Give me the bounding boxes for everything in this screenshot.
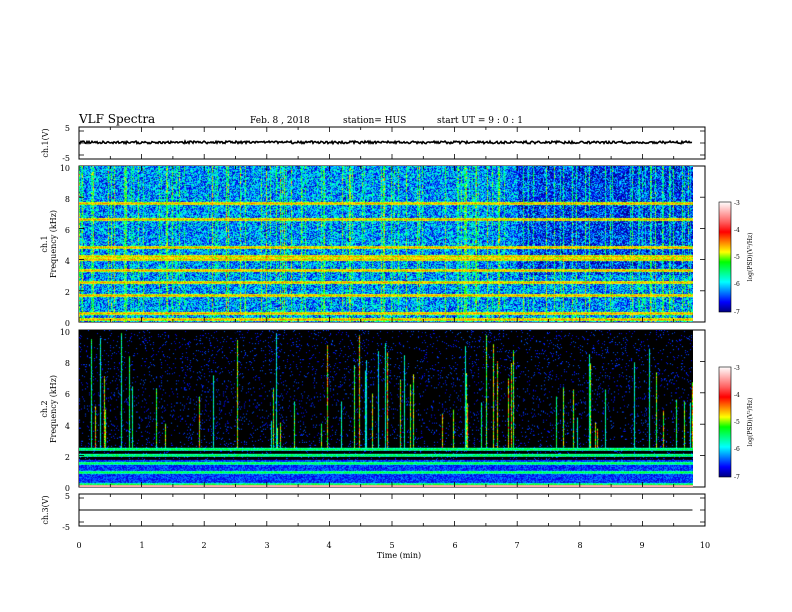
time-tick-5: 5 bbox=[389, 541, 394, 550]
ch1-colorbar-tick-m4: -4 bbox=[734, 227, 740, 234]
ch1-colorbar-tick-m7: -7 bbox=[734, 309, 740, 316]
time-axis-label: Time (min) bbox=[377, 551, 421, 560]
ch1-colorbar-tick-m6: -6 bbox=[734, 281, 740, 288]
time-tick-4: 4 bbox=[326, 541, 331, 550]
ch2-freq-tick-8: 8 bbox=[65, 359, 70, 368]
ch2-spectrogram-image bbox=[79, 330, 693, 487]
ch1-freq-tick-0: 0 bbox=[65, 319, 70, 328]
ch2-freq-tick-6: 6 bbox=[65, 390, 70, 399]
time-tick-8: 8 bbox=[577, 541, 582, 550]
ch3-waveform-ticks bbox=[78, 494, 706, 526]
ch2-colorbar: -3 -4 -5 -6 -7 log(PSD)(V²/Hz) bbox=[718, 365, 754, 481]
ch2-frequency-axis-label: Frequency (kHz) bbox=[49, 375, 58, 443]
time-tick-3: 3 bbox=[264, 541, 269, 550]
header-start-time: start UT = 9 : 0 : 1 bbox=[437, 116, 523, 126]
ch3-waveform-panel: 5 -5 ch.3(V) bbox=[41, 492, 706, 532]
ch1-colorbar-gradient bbox=[718, 201, 732, 313]
ch2-colorbar-tick-m3: -3 bbox=[734, 365, 740, 372]
time-tick-9: 9 bbox=[639, 541, 644, 550]
ch1-spectrogram-panel: 10 8 6 4 2 0 ch.1 Frequency (kHz) bbox=[40, 164, 706, 328]
ch1-freq-tick-2: 2 bbox=[65, 288, 70, 297]
ch1-freq-tick-4: 4 bbox=[65, 257, 70, 266]
ch1-waveform-tick-bottom: -5 bbox=[62, 154, 70, 163]
ch3-waveform-label: ch.3(V) bbox=[41, 495, 50, 524]
ch2-freq-tick-2: 2 bbox=[65, 453, 70, 462]
ch1-colorbar: -3 -4 -5 -6 -7 log(PSD)(V²/Hz) bbox=[718, 200, 754, 316]
ch1-waveform-tick-top: 5 bbox=[65, 124, 70, 133]
ch1-colorbar-tick-m5: -5 bbox=[734, 254, 740, 261]
ch2-colorbar-label: log(PSD)(V²/Hz) bbox=[747, 398, 754, 447]
time-tick-0: 0 bbox=[76, 541, 81, 550]
time-tick-7: 7 bbox=[514, 541, 519, 550]
ch1-colorbar-tick-m3: -3 bbox=[734, 200, 740, 207]
ch2-spectrogram-panel: 10 8 6 4 2 0 ch.2 Frequency (kHz) bbox=[40, 328, 706, 493]
ch2-freq-tick-0: 0 bbox=[65, 484, 70, 493]
ch1-waveform-panel: 5 -5 ch.1(V) bbox=[41, 124, 706, 163]
ch2-freq-tick-4: 4 bbox=[65, 422, 70, 431]
ch1-freq-tick-6: 6 bbox=[65, 226, 70, 235]
ch1-waveform-ticks bbox=[78, 127, 706, 159]
ch2-colorbar-tick-m4: -4 bbox=[734, 392, 740, 399]
ch3-waveform-tick-top: 5 bbox=[65, 492, 70, 501]
ch1-freq-tick-8: 8 bbox=[65, 195, 70, 204]
ch1-freq-tick-10: 10 bbox=[60, 164, 70, 173]
ch2-colorbar-tick-m5: -5 bbox=[734, 419, 740, 426]
ch1-colorbar-label: log(PSD)(V²/Hz) bbox=[747, 233, 754, 282]
ch2-colorbar-tick-m7: -7 bbox=[734, 474, 740, 481]
ch2-channel-label: ch.2 bbox=[40, 400, 49, 417]
time-tick-1: 1 bbox=[139, 541, 144, 550]
ch1-channel-label: ch.1 bbox=[40, 235, 49, 252]
ch2-colorbar-gradient bbox=[718, 366, 732, 478]
ch1-spectrogram-ticks bbox=[78, 166, 706, 322]
time-tick-10: 10 bbox=[700, 541, 710, 550]
ch1-frequency-axis-label: Frequency (kHz) bbox=[49, 210, 58, 278]
ch1-waveform-label: ch.1(V) bbox=[41, 128, 50, 157]
time-axis: 0 1 2 3 4 5 6 7 8 9 10 Time (min) bbox=[76, 541, 710, 560]
header-station: station= HUS bbox=[343, 116, 406, 126]
ch2-colorbar-tick-m6: -6 bbox=[734, 446, 740, 453]
ch2-spectrogram-ticks bbox=[78, 330, 706, 487]
ch3-waveform-tick-bottom: -5 bbox=[62, 523, 70, 532]
figure-title: VLF Spectra bbox=[78, 112, 155, 126]
header-date: Feb. 8 , 2018 bbox=[250, 116, 310, 126]
ch1-waveform-line bbox=[78, 139, 693, 146]
time-tick-2: 2 bbox=[201, 541, 206, 550]
ch2-freq-tick-10: 10 bbox=[60, 328, 70, 337]
ch1-spectrogram-image bbox=[79, 166, 693, 322]
time-tick-6: 6 bbox=[452, 541, 457, 550]
